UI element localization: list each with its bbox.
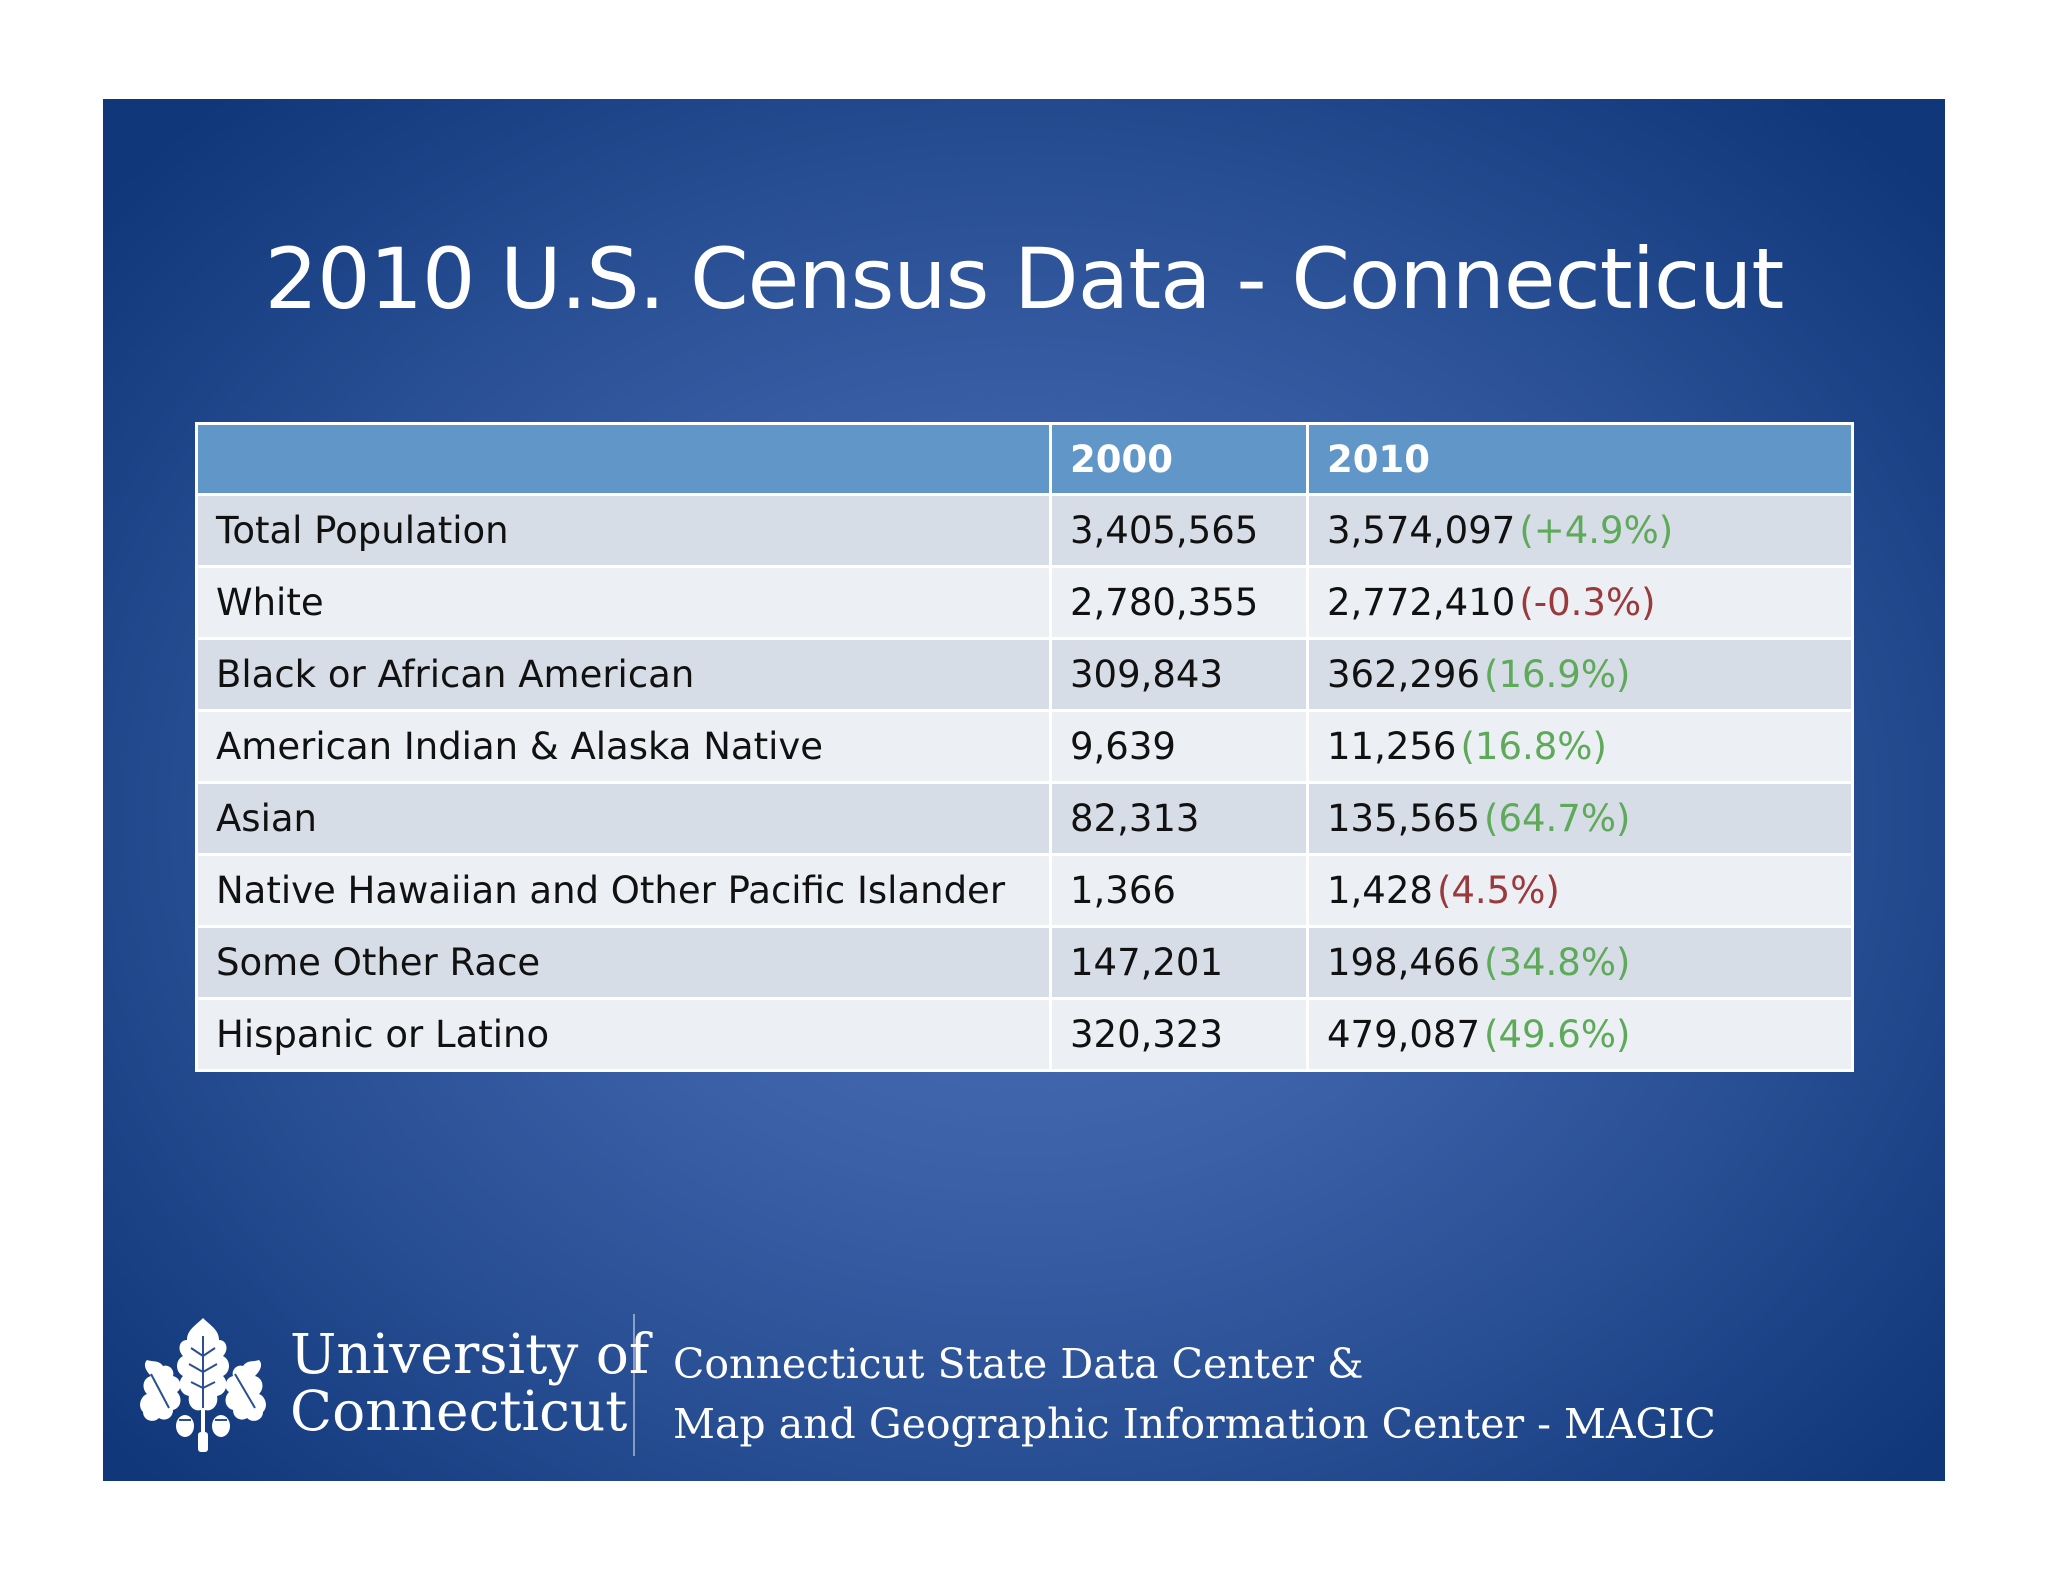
value-2010-cell: 11,256 (16.8%) [1306,709,1854,784]
value-2010-cell: 479,087 (49.6%) [1306,997,1854,1072]
university-name-line1: University of [290,1322,650,1386]
value-2010: 1,428 [1327,869,1433,912]
table-row: Black or African American 309,843 362,296(… [195,637,1854,712]
slide-title: 2010 U.S. Census Data - Connecticut [264,230,1785,328]
census-table: 2000 2010 Total Population 3,405,565 3,574… [195,422,1854,1072]
university-name: University of Connecticut [290,1326,649,1440]
percent-change: (4.5%) [1436,869,1560,912]
value-2000-cell: 2,780,355 [1049,565,1309,640]
row-label-cell: Asian [195,781,1052,856]
value-2010-cell: 135,565 (64.7%) [1306,781,1854,856]
value-2000-cell: 82,313 [1049,781,1309,856]
percent-change: (-0.3%) [1519,581,1656,624]
table-row: Native Hawaiian and Other Pacific Island… [195,853,1854,928]
value-2000-cell: 1,366 [1049,853,1309,928]
table-header-row: 2000 2010 [195,422,1854,496]
value-2010: 11,256 [1327,725,1457,768]
value-2000-cell: 9,639 [1049,709,1309,784]
value-2010: 362,296 [1327,653,1481,696]
value-2010: 479,087 [1327,1013,1481,1056]
value-2010-cell: 362,296 (16.9%) [1306,637,1854,712]
row-label-cell: Hispanic or Latino [195,997,1052,1072]
value-2000-cell: 309,843 [1049,637,1309,712]
table-row: White 2,780,355 2,772,410 (-0.3%) [195,565,1854,640]
value-2000-cell: 147,201 [1049,925,1309,1000]
value-2010: 3,574,097 [1327,509,1516,552]
university-name-line2: Connecticut [290,1379,628,1443]
data-center-name: Connecticut State Data Center & Map and … [673,1334,1716,1454]
row-label-cell: Native Hawaiian and Other Pacific Island… [195,853,1052,928]
row-label-cell: American Indian & Alaska Native [195,709,1052,784]
header-cell-2000: 2000 [1049,422,1309,496]
data-center-line1: Connecticut State Data Center & [673,1340,1364,1388]
value-2010: 2,772,410 [1327,581,1516,624]
header-cell-label [195,422,1052,496]
footer-divider [633,1314,635,1456]
table-row: Total Population 3,405,565 3,574,097 (+4.9%… [195,493,1854,568]
oak-leaf-icon [140,1318,266,1452]
table-body: Total Population 3,405,565 3,574,097 (+4.9%… [195,493,1854,1072]
table-row: Some Other Race 147,201 198,466 (34.8%) [195,925,1854,1000]
value-2000-cell: 3,405,565 [1049,493,1309,568]
header-cell-2010: 2010 [1306,422,1854,496]
table-row: American Indian & Alaska Native 9,639 11,2… [195,709,1854,784]
table-row: Hispanic or Latino 320,323 479,087 (49.6%) [195,997,1854,1072]
value-2000-cell: 320,323 [1049,997,1309,1072]
table-row: Asian 82,313 135,565 (64.7%) [195,781,1854,856]
percent-change: (+4.9%) [1519,509,1674,552]
footer: University of Connecticut Connecticut St… [103,1306,1945,1466]
value-2010-cell: 2,772,410 (-0.3%) [1306,565,1854,640]
percent-change: (16.8%) [1460,725,1607,768]
percent-change: (16.9%) [1484,653,1631,696]
data-center-line2: Map and Geographic Information Center - … [673,1400,1716,1448]
value-2010-cell: 3,574,097 (+4.9%) [1306,493,1854,568]
row-label-cell: Some Other Race [195,925,1052,1000]
value-2010: 198,466 [1327,941,1481,984]
percent-change: (64.7%) [1484,797,1631,840]
slide: 2010 U.S. Census Data - Connecticut 2000… [103,99,1945,1481]
percent-change: (34.8%) [1484,941,1631,984]
percent-change: (49.6%) [1484,1013,1631,1056]
value-2010-cell: 1,428 (4.5%) [1306,853,1854,928]
row-label-cell: Black or African American [195,637,1052,712]
value-2010-cell: 198,466 (34.8%) [1306,925,1854,1000]
value-2010: 135,565 [1327,797,1481,840]
row-label-cell: Total Population [195,493,1052,568]
row-label-cell: White [195,565,1052,640]
